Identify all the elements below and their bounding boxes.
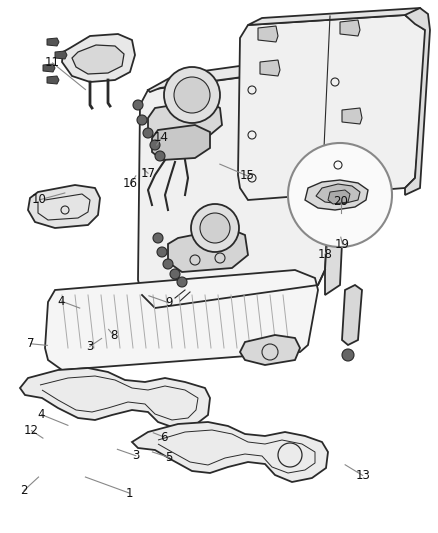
Text: 3: 3: [86, 340, 93, 353]
Polygon shape: [72, 45, 124, 74]
Text: 20: 20: [333, 195, 348, 208]
Circle shape: [288, 143, 392, 247]
Polygon shape: [328, 190, 350, 204]
Polygon shape: [342, 108, 362, 124]
Circle shape: [342, 349, 354, 361]
Polygon shape: [258, 26, 278, 42]
Circle shape: [163, 259, 173, 269]
Circle shape: [157, 247, 167, 257]
Polygon shape: [62, 34, 135, 82]
Polygon shape: [138, 68, 335, 308]
Text: 11: 11: [45, 56, 60, 69]
Text: 19: 19: [335, 238, 350, 251]
Polygon shape: [316, 184, 360, 204]
Circle shape: [177, 277, 187, 287]
Text: 1: 1: [125, 487, 133, 499]
Text: 4: 4: [38, 408, 46, 421]
Text: 17: 17: [141, 167, 155, 180]
Text: 16: 16: [123, 177, 138, 190]
Polygon shape: [240, 335, 300, 365]
Text: 12: 12: [24, 424, 39, 437]
Polygon shape: [248, 8, 425, 30]
Circle shape: [191, 204, 239, 252]
Polygon shape: [168, 228, 248, 272]
Text: 13: 13: [355, 469, 370, 482]
Circle shape: [200, 213, 230, 243]
Circle shape: [153, 233, 163, 243]
Polygon shape: [47, 38, 59, 46]
Circle shape: [150, 140, 160, 150]
Text: 8: 8: [110, 329, 117, 342]
Text: 3: 3: [132, 449, 139, 462]
Polygon shape: [148, 52, 340, 92]
Polygon shape: [310, 52, 350, 295]
Text: 9: 9: [165, 296, 173, 309]
Circle shape: [143, 128, 153, 138]
Circle shape: [174, 77, 210, 113]
Polygon shape: [342, 285, 362, 345]
Polygon shape: [20, 368, 210, 428]
Text: 18: 18: [318, 248, 332, 261]
Polygon shape: [238, 15, 428, 200]
Polygon shape: [43, 64, 55, 72]
Text: 14: 14: [154, 131, 169, 144]
Circle shape: [133, 100, 143, 110]
Polygon shape: [45, 270, 318, 370]
Polygon shape: [260, 60, 280, 76]
Text: 6: 6: [160, 431, 168, 443]
Polygon shape: [148, 100, 222, 140]
Text: 5: 5: [165, 451, 172, 464]
Text: 15: 15: [240, 169, 255, 182]
Text: 7: 7: [27, 337, 35, 350]
Polygon shape: [28, 185, 100, 228]
Text: 10: 10: [32, 193, 47, 206]
Polygon shape: [152, 125, 210, 160]
Polygon shape: [47, 76, 59, 84]
Text: 2: 2: [20, 484, 28, 497]
Circle shape: [164, 67, 220, 123]
Circle shape: [170, 269, 180, 279]
Polygon shape: [305, 180, 368, 210]
Circle shape: [155, 151, 165, 161]
Text: 4: 4: [57, 295, 65, 308]
Polygon shape: [132, 422, 328, 482]
Circle shape: [137, 115, 147, 125]
Polygon shape: [55, 51, 67, 59]
Polygon shape: [405, 8, 430, 195]
Polygon shape: [340, 20, 360, 36]
